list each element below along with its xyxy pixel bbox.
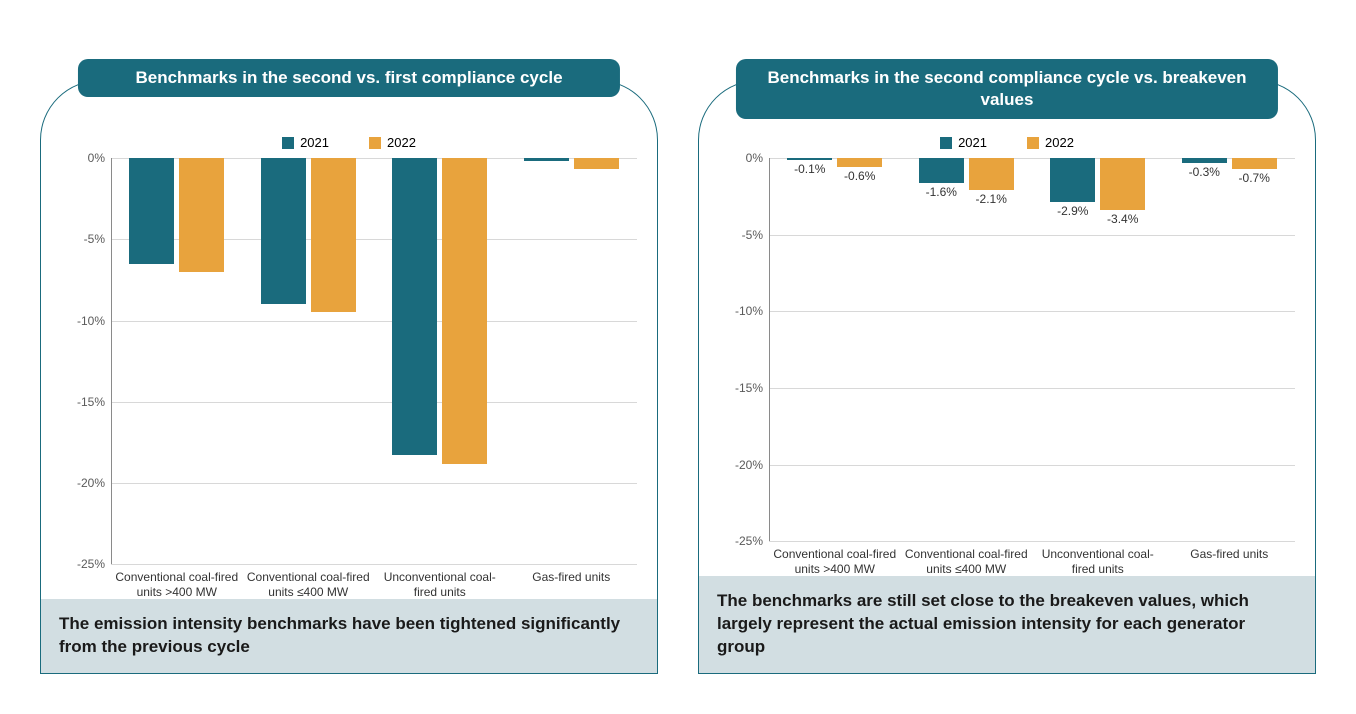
y-tick: -25% [77, 557, 105, 571]
category [506, 158, 638, 564]
bar-value-label: -0.1% [794, 162, 825, 176]
grid-line [111, 564, 637, 565]
legend-label: 2021 [958, 135, 987, 150]
grid-line [769, 541, 1295, 542]
bar [524, 158, 569, 161]
x-label: Conventional coal-fired units >400 MW [769, 547, 901, 576]
legend-item-2022: 2022 [369, 135, 416, 150]
left-chart: 2021 2022 0% -5% -10% -15% -20% -25% Conventi… [61, 131, 637, 599]
legend-label: 2022 [1045, 135, 1074, 150]
y-axis: 0%-5%-10%-15%-20%-25% [61, 158, 111, 564]
x-label: Unconventional coal-fired units [374, 570, 506, 599]
left-panel-title: Benchmarks in the second vs. first compl… [78, 59, 620, 97]
bar [311, 158, 356, 312]
y-tick: -10% [735, 304, 763, 318]
right-panel: Benchmarks in the second compliance cycl… [698, 80, 1316, 674]
legend-label: 2021 [300, 135, 329, 150]
legend-swatch [369, 137, 381, 149]
y-tick: -5% [742, 228, 763, 242]
legend-item-2021: 2021 [282, 135, 329, 150]
legend-item-2022: 2022 [1027, 135, 1074, 150]
x-label: Conventional coal-fired units >400 MW [111, 570, 243, 599]
y-tick: -20% [77, 476, 105, 490]
bar: -0.1% [787, 158, 832, 160]
right-caption: The benchmarks are still set close to th… [699, 576, 1315, 673]
right-chart: 2021 2022 0% -5% -10% -15% -20% -25% -0.1% -0.6… [719, 131, 1295, 576]
category: -2.9%-3.4% [1032, 158, 1164, 541]
left-legend: 2021 2022 [61, 131, 637, 158]
bar: -3.4% [1100, 158, 1145, 210]
left-panel: Benchmarks in the second vs. first compl… [40, 80, 658, 674]
x-label: Conventional coal-fired units ≤400 MW [901, 547, 1033, 576]
bar [179, 158, 224, 272]
bar [129, 158, 174, 264]
bar-value-label: -0.6% [844, 169, 875, 183]
y-tick: -5% [84, 232, 105, 246]
y-axis: 0%-5%-10%-15%-20%-25% [719, 158, 769, 541]
bar: -0.3% [1182, 158, 1227, 163]
left-x-labels: Conventional coal-fired units >400 MWCon… [111, 564, 637, 599]
category [243, 158, 375, 564]
x-label: Gas-fired units [506, 570, 638, 599]
y-tick: -10% [77, 314, 105, 328]
x-label: Conventional coal-fired units ≤400 MW [243, 570, 375, 599]
y-tick: 0% [88, 151, 105, 165]
y-tick: -15% [77, 395, 105, 409]
bar: -0.6% [837, 158, 882, 167]
right-panel-title: Benchmarks in the second compliance cycl… [736, 59, 1278, 119]
bar: -1.6% [919, 158, 964, 183]
category: -0.3% -0.7% [1164, 158, 1296, 541]
category [374, 158, 506, 564]
bar-value-label: -0.3% [1189, 165, 1220, 179]
bar-value-label: -3.4% [1107, 212, 1138, 226]
left-caption: The emission intensity benchmarks have b… [41, 599, 657, 673]
bar-value-label: -1.6% [926, 185, 957, 199]
bar-value-label: -2.1% [976, 192, 1007, 206]
bar: -2.1% [969, 158, 1014, 190]
bar [261, 158, 306, 304]
y-tick: -20% [735, 458, 763, 472]
bar [442, 158, 487, 464]
left-plot: 0%-5%-10%-15%-20%-25% [61, 158, 637, 564]
right-plot: 0%-5%-10%-15%-20%-25%-0.1%-0.6%-1.6%-2.1… [719, 158, 1295, 541]
right-legend: 2021 2022 [719, 131, 1295, 158]
legend-swatch [940, 137, 952, 149]
legend-swatch [1027, 137, 1039, 149]
right-x-labels: Conventional coal-fired units >400 MWCon… [769, 541, 1295, 576]
y-tick: -25% [735, 534, 763, 548]
bars-row: -0.1%-0.6%-1.6%-2.1%-2.9%-3.4%-0.3%-0.7% [769, 158, 1295, 541]
category: -0.1% -0.6% [769, 158, 901, 541]
bar-value-label: -2.9% [1057, 204, 1088, 218]
category: -1.6%-2.1% [901, 158, 1033, 541]
bar [392, 158, 437, 455]
y-tick: -15% [735, 381, 763, 395]
category [111, 158, 243, 564]
legend-swatch [282, 137, 294, 149]
legend-label: 2022 [387, 135, 416, 150]
bar: -0.7% [1232, 158, 1277, 169]
bar: -2.9% [1050, 158, 1095, 202]
x-label: Unconventional coal-fired units [1032, 547, 1164, 576]
bar [574, 158, 619, 169]
x-label: Gas-fired units [1164, 547, 1296, 576]
legend-item-2021: 2021 [940, 135, 987, 150]
bar-value-label: -0.7% [1239, 171, 1270, 185]
bars-row [111, 158, 637, 564]
y-tick: 0% [746, 151, 763, 165]
